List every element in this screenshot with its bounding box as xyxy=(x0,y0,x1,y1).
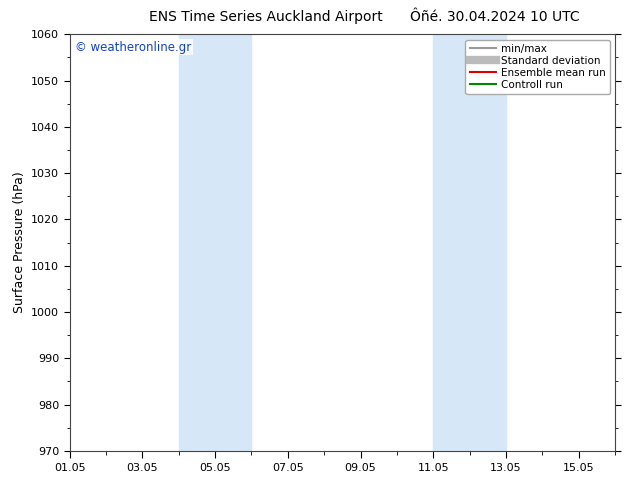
Text: ENS Time Series Auckland Airport: ENS Time Series Auckland Airport xyxy=(150,10,383,24)
Text: Ôñé. 30.04.2024 10 UTC: Ôñé. 30.04.2024 10 UTC xyxy=(410,10,579,24)
Text: © weatheronline.gr: © weatheronline.gr xyxy=(75,41,191,53)
Bar xyxy=(433,34,506,451)
Bar xyxy=(179,34,252,451)
Legend: min/max, Standard deviation, Ensemble mean run, Controll run: min/max, Standard deviation, Ensemble me… xyxy=(465,40,610,94)
Y-axis label: Surface Pressure (hPa): Surface Pressure (hPa) xyxy=(13,172,25,314)
